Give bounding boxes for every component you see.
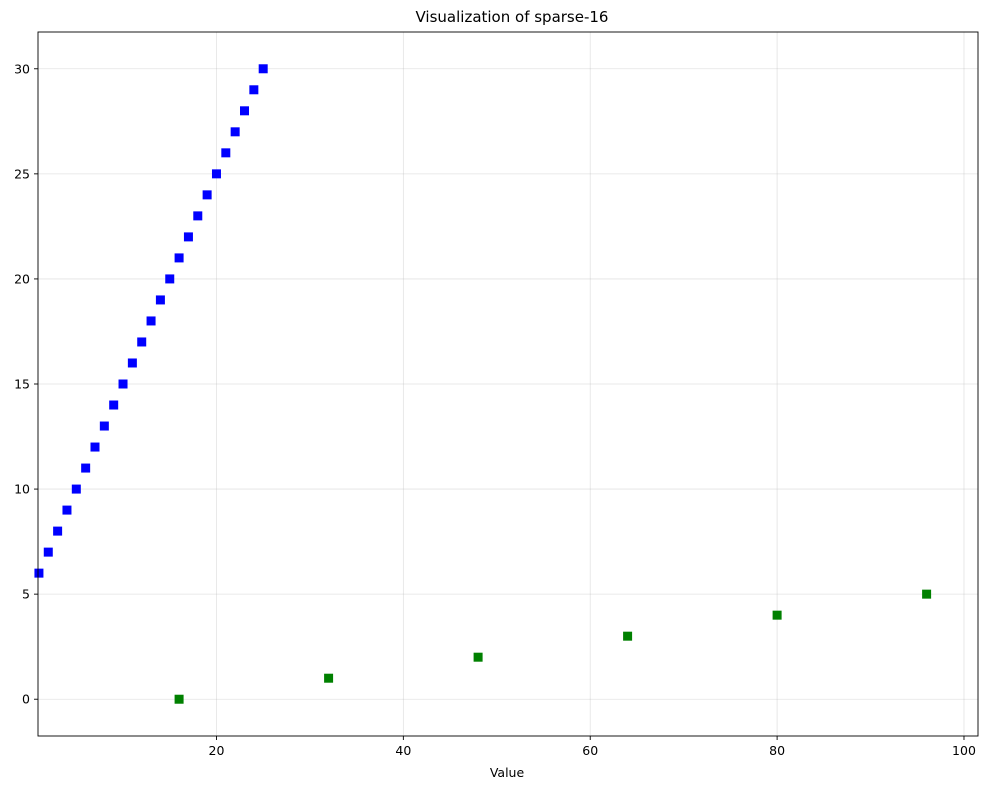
data-point <box>193 211 203 221</box>
data-point <box>772 610 782 620</box>
x-axis-label: Value <box>490 765 525 780</box>
data-point <box>183 232 193 242</box>
data-point <box>118 379 128 389</box>
data-point <box>34 568 44 578</box>
data-point <box>174 694 184 704</box>
grid <box>38 32 978 736</box>
data-point <box>43 547 53 557</box>
data-point <box>81 463 91 473</box>
data-point <box>165 274 175 284</box>
data-point <box>155 295 165 305</box>
data-point <box>249 85 259 95</box>
data-point <box>473 652 483 662</box>
axis-ticks: 20 40 60 80 100 0 5 10 15 20 25 30 <box>14 61 976 758</box>
data-point <box>221 148 231 158</box>
data-point <box>240 106 250 116</box>
data-point <box>71 484 81 494</box>
data-point <box>211 169 221 179</box>
y-tick-label: 15 <box>14 377 30 392</box>
y-tick-label: 25 <box>14 166 30 181</box>
y-tick-label: 20 <box>14 271 30 286</box>
y-tick-label: 0 <box>22 692 30 707</box>
y-tick-label: 30 <box>14 61 30 76</box>
data-point <box>127 358 137 368</box>
data-point <box>623 631 633 641</box>
data-point <box>53 526 63 536</box>
data-point <box>90 442 100 452</box>
x-tick-label: 80 <box>769 743 785 758</box>
x-tick-label: 40 <box>395 743 411 758</box>
x-tick-label: 60 <box>582 743 598 758</box>
data-point <box>137 337 147 347</box>
data-points <box>34 64 932 704</box>
data-point <box>146 316 156 326</box>
y-tick-label: 10 <box>14 482 30 497</box>
y-tick-label: 5 <box>22 587 30 602</box>
data-point <box>230 127 240 137</box>
data-point <box>109 400 119 410</box>
x-tick-label: 100 <box>952 743 976 758</box>
data-point <box>99 421 109 431</box>
data-point <box>258 64 268 74</box>
data-point <box>174 253 184 263</box>
data-point <box>922 589 932 599</box>
data-point <box>62 505 72 515</box>
data-point <box>324 673 334 683</box>
data-point <box>202 190 212 200</box>
x-tick-label: 20 <box>209 743 225 758</box>
chart-title: Visualization of sparse-16 <box>416 8 609 26</box>
